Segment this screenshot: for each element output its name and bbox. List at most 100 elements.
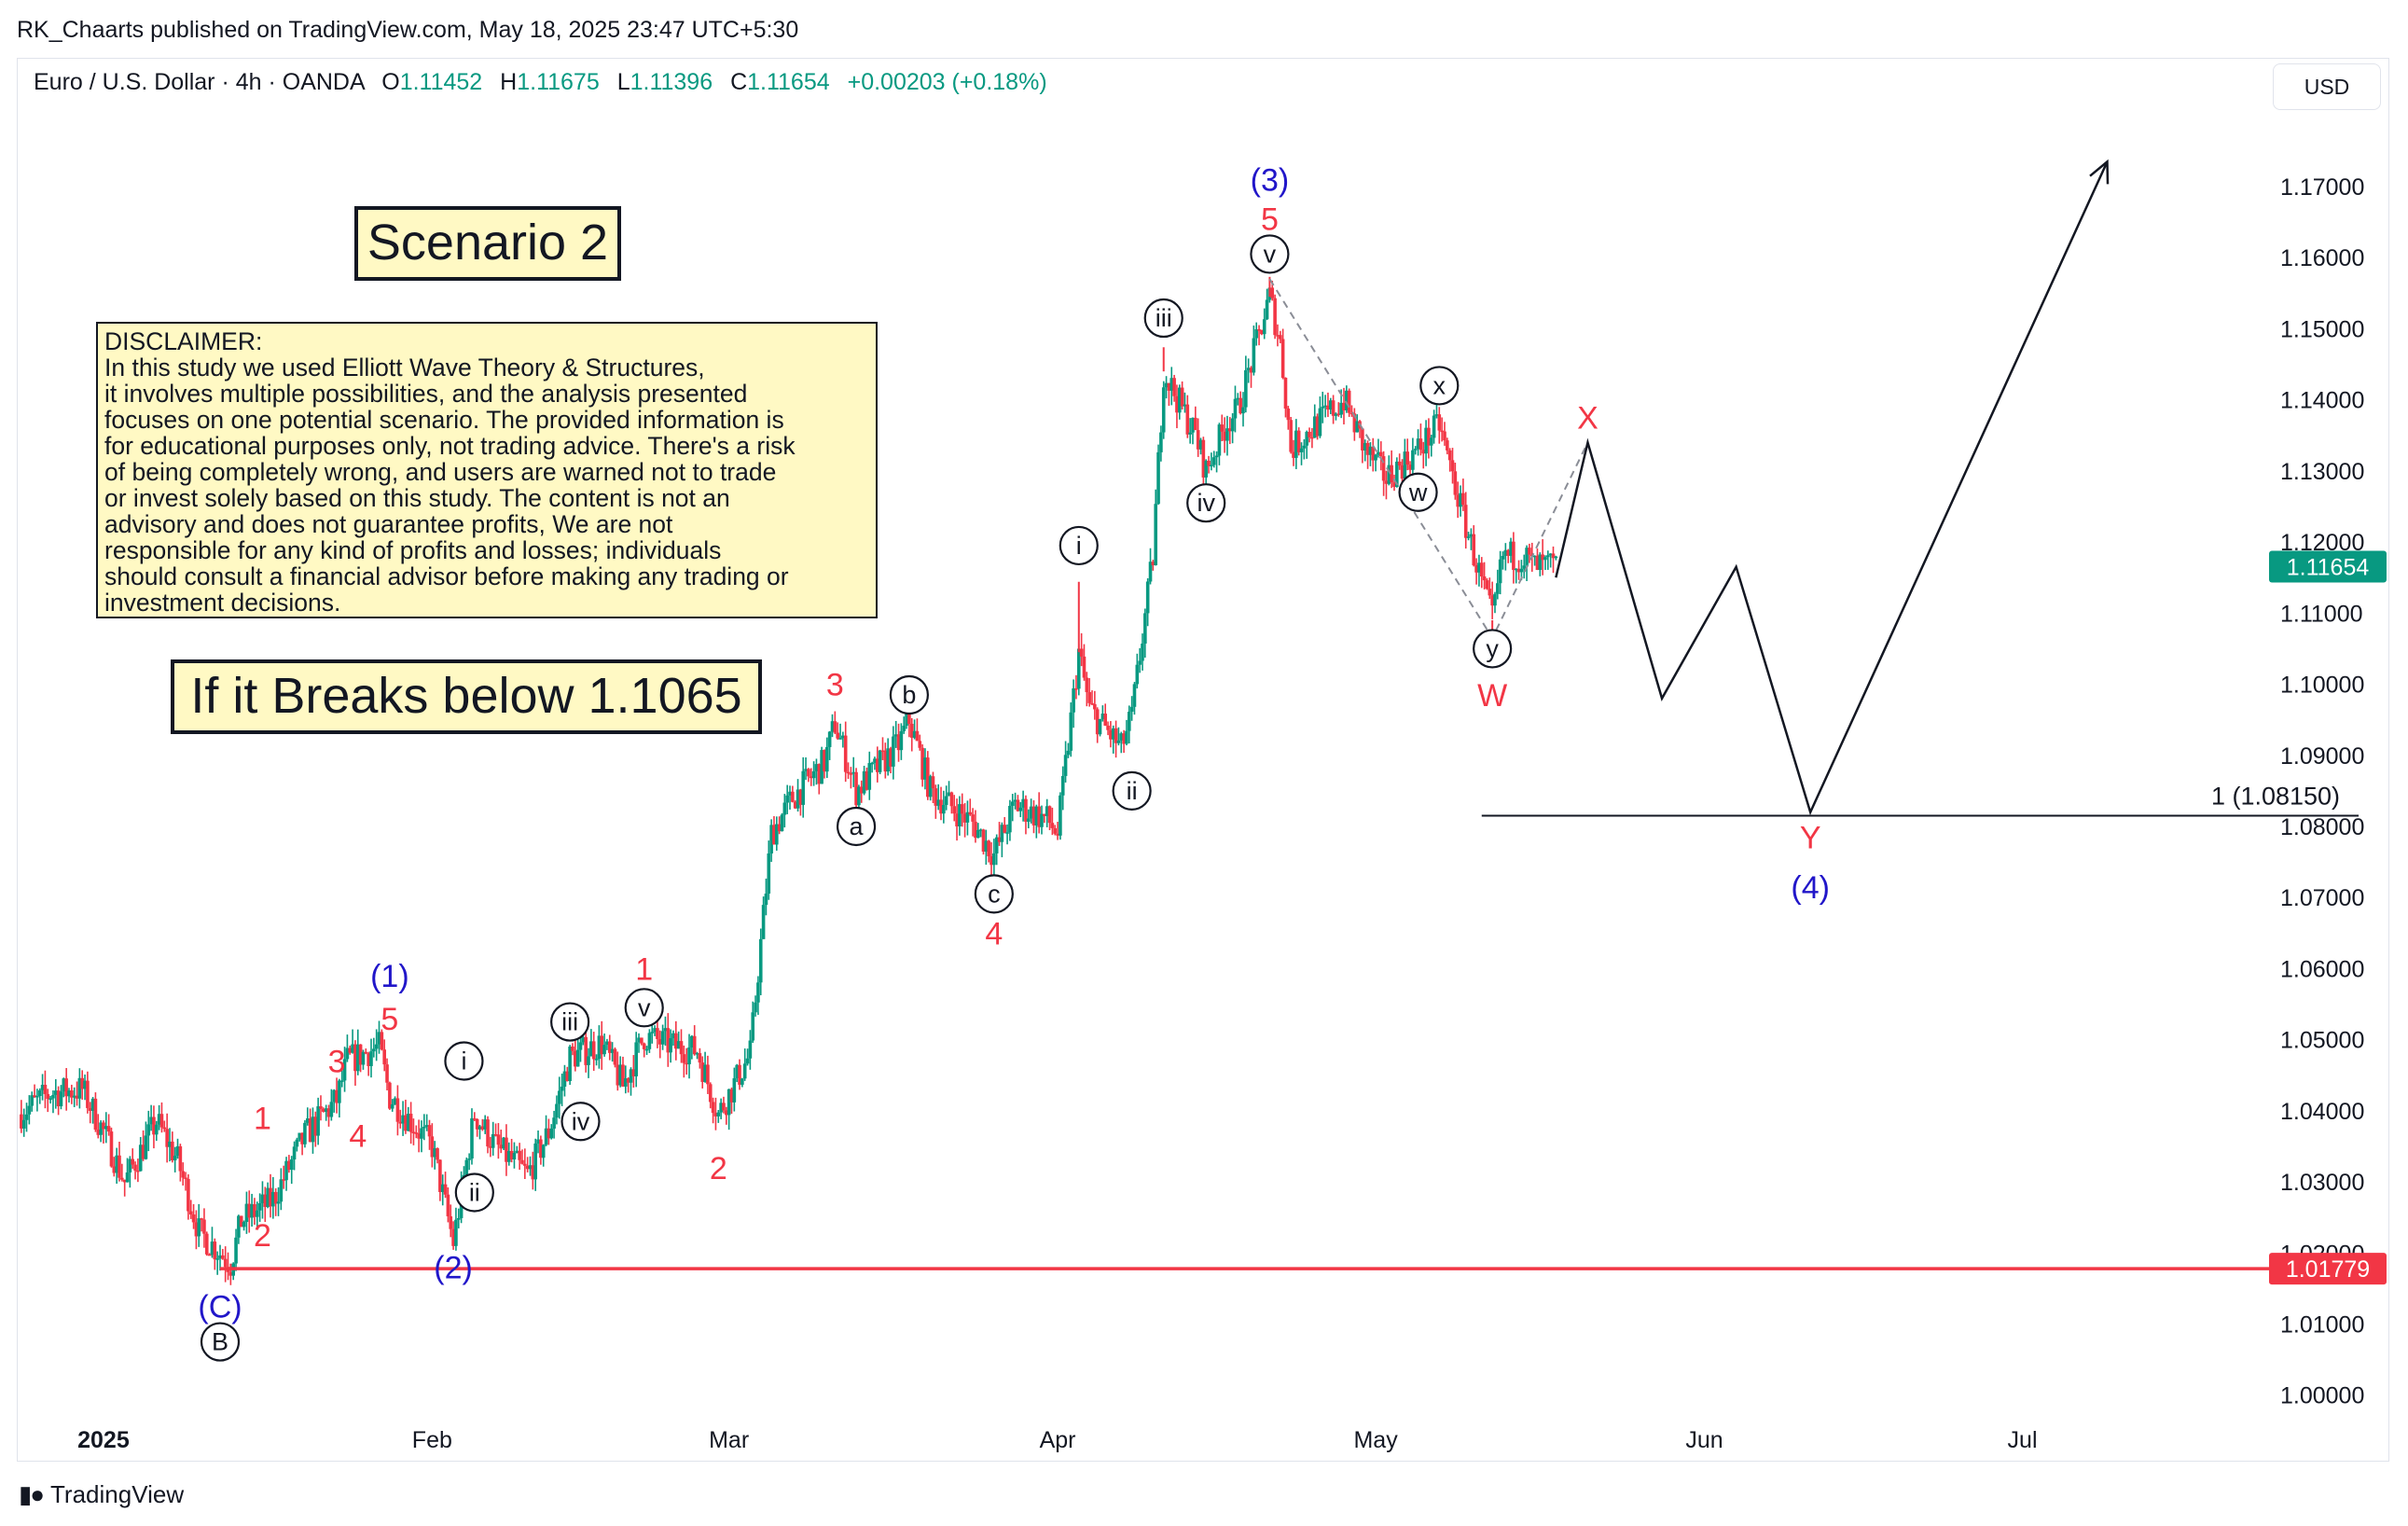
candle-body <box>1119 733 1124 741</box>
candle-body <box>1016 799 1020 812</box>
candle-body <box>589 1041 593 1057</box>
candle-body <box>915 730 920 742</box>
y-tick-label: 1.10000 <box>2280 673 2364 699</box>
candle-body <box>1145 581 1150 614</box>
candle-body <box>978 829 983 831</box>
candle-body <box>1000 825 1004 842</box>
wave-label: iv <box>560 1102 601 1142</box>
candle-body <box>1498 559 1502 584</box>
wave-labels: (C)B12345(1)(2)iiiiiiivv123abc4iiiiiiivv… <box>198 162 1830 1362</box>
wave-label: i <box>1059 525 1099 566</box>
candle-body <box>324 1108 328 1112</box>
candle-body <box>772 825 776 845</box>
candle-body <box>467 1158 471 1160</box>
candle-body <box>1501 556 1505 560</box>
candle-body <box>780 814 784 832</box>
candle-body <box>1066 750 1071 756</box>
candle-body <box>427 1125 432 1137</box>
candle-body <box>187 1178 190 1212</box>
candle-body <box>1164 382 1169 388</box>
candle-body <box>64 1078 68 1097</box>
candle-body <box>896 734 901 751</box>
candle-body <box>1318 408 1322 437</box>
candle-body <box>846 771 851 774</box>
candle-body <box>1207 460 1211 466</box>
candle-body <box>218 1255 222 1259</box>
candle-body <box>1323 405 1327 408</box>
wave-label-circle <box>1419 366 1460 406</box>
candle-body <box>305 1117 310 1123</box>
y-tick-label: 1.06000 <box>2280 956 2364 982</box>
candle-body <box>282 1179 285 1181</box>
candle-body <box>1397 461 1402 466</box>
candle-body <box>958 804 962 826</box>
candle-body <box>531 1165 535 1180</box>
candle-body <box>86 1080 90 1108</box>
candle-body <box>820 750 823 784</box>
candle-body <box>1148 562 1153 582</box>
candle-body <box>438 1159 442 1192</box>
candle-body <box>1392 482 1396 488</box>
candle-body <box>24 1114 29 1120</box>
candle-body <box>1029 806 1033 819</box>
candle-body <box>1196 430 1200 450</box>
candle-body <box>727 1089 731 1116</box>
candle-body <box>634 1042 638 1076</box>
candle-body <box>1141 643 1144 661</box>
candle-body <box>1538 554 1543 570</box>
candle-body <box>1225 428 1229 441</box>
candle-body <box>1525 548 1529 566</box>
candle-body <box>133 1164 137 1171</box>
candle-body <box>1310 437 1314 439</box>
candle-body <box>928 776 933 798</box>
arrow-head-icon <box>2089 159 2110 185</box>
candle-body <box>181 1171 186 1178</box>
candle-body <box>1474 564 1478 573</box>
candle-body <box>1223 431 1226 441</box>
x-tick-label: May <box>1353 1427 1398 1453</box>
symbol-title[interactable]: Euro / U.S. Dollar · 4h · OANDA <box>34 69 365 95</box>
wave-label-text: 2 <box>710 1151 727 1186</box>
candle-body <box>1045 806 1049 816</box>
candle-body <box>1191 417 1195 433</box>
candle-body <box>1384 480 1389 484</box>
candle-body <box>168 1141 172 1147</box>
candle-body <box>1109 729 1113 740</box>
candle-body <box>1387 465 1391 484</box>
candle-body <box>791 791 795 802</box>
candle-body <box>976 829 980 839</box>
candle-body <box>104 1126 108 1130</box>
wave-label: 2 <box>710 1151 727 1186</box>
candle-body <box>899 730 904 751</box>
candle-body <box>857 786 861 806</box>
candle-body <box>234 1237 238 1264</box>
candle-body <box>523 1163 527 1166</box>
candle-body <box>56 1090 61 1106</box>
candle-body <box>1355 421 1360 433</box>
candle-body <box>144 1135 148 1159</box>
candle-body <box>40 1084 45 1090</box>
candle-body <box>833 721 837 733</box>
candle-body <box>1496 583 1500 594</box>
candle-body <box>549 1128 554 1139</box>
candle-body <box>642 1043 646 1049</box>
candle-body <box>777 824 782 832</box>
candle-body <box>374 1044 379 1049</box>
candle-body <box>1236 397 1240 400</box>
candle-body <box>102 1122 105 1130</box>
candle-body <box>798 789 803 805</box>
chart-frame[interactable] <box>17 58 2389 1462</box>
candle-body <box>502 1137 505 1149</box>
candle-body <box>685 1062 688 1065</box>
candle-body <box>1127 711 1131 731</box>
candle-body <box>687 1047 691 1064</box>
candle-body <box>1227 428 1232 432</box>
candle-body <box>1361 428 1364 451</box>
candle-body <box>870 762 874 765</box>
wave-label-circle <box>454 1172 494 1213</box>
footer-logo[interactable]: ▮● TradingView <box>19 1480 184 1509</box>
candle-body <box>210 1242 215 1255</box>
currency-button[interactable]: USD <box>2273 63 2381 110</box>
candle-body <box>644 1048 649 1051</box>
